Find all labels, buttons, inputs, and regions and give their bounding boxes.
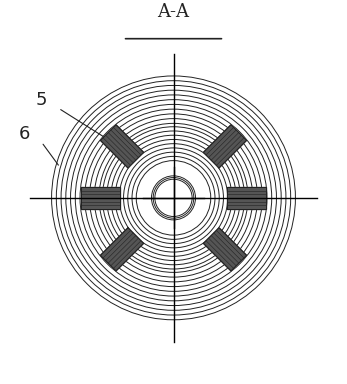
Polygon shape: [227, 187, 266, 209]
Polygon shape: [81, 187, 120, 209]
Polygon shape: [203, 228, 246, 271]
Title: A-A: A-A: [158, 3, 189, 22]
Polygon shape: [101, 228, 144, 271]
Polygon shape: [101, 125, 144, 168]
Text: 5: 5: [36, 91, 47, 109]
Polygon shape: [203, 125, 246, 168]
Text: 6: 6: [19, 124, 30, 142]
